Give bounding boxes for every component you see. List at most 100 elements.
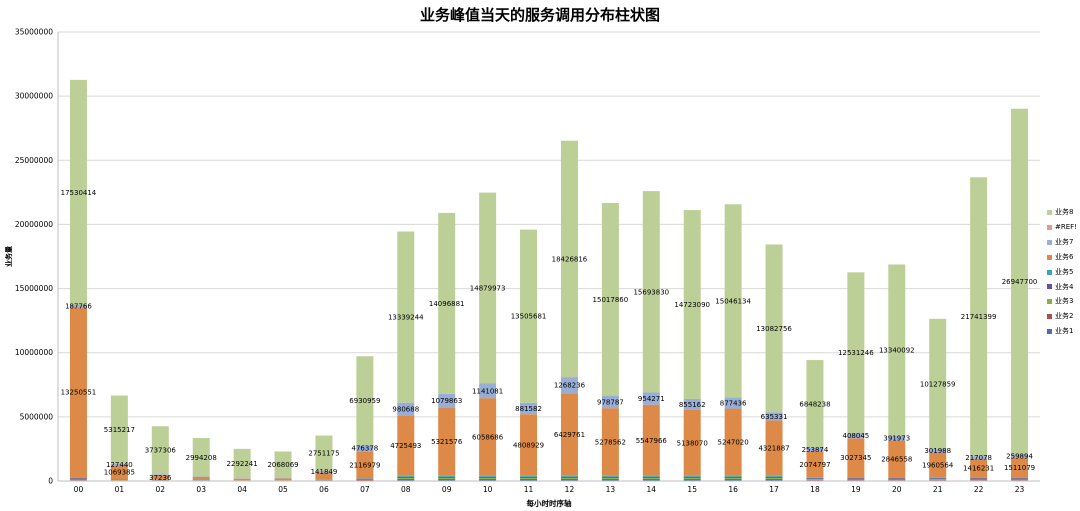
bar-segment [397, 476, 415, 478]
bar-segment [601, 475, 619, 477]
bar-segment [438, 407, 456, 476]
data-label: 37236 [149, 474, 172, 482]
bar-segment [601, 478, 619, 480]
data-label: 13082756 [756, 325, 792, 333]
legend-swatch [1047, 209, 1052, 215]
bar-segment [683, 210, 701, 399]
data-label: 18426816 [552, 255, 588, 263]
x-tick-label: 17 [769, 485, 779, 494]
y-tick-label: 25000000 [15, 156, 53, 165]
bar-segment [642, 476, 660, 478]
bar-segment [479, 398, 497, 476]
legend-item: 业务3 [1047, 294, 1077, 309]
bar-segment [642, 478, 660, 480]
bar-segment [724, 477, 742, 479]
bar-segment [724, 204, 742, 398]
data-label: 15046134 [715, 297, 751, 305]
bar-segment [806, 451, 824, 478]
legend-item: 业务2 [1047, 309, 1077, 324]
bar-segment [479, 476, 497, 478]
x-tick-label: 21 [933, 485, 943, 494]
legend: 业务8 #REF! 业务7 业务6 业务5 业务4 业务3 业务2 业务1 [1047, 205, 1077, 339]
bar-segment [560, 393, 578, 476]
data-label: 13340092 [879, 347, 915, 355]
legend-label: 业务5 [1055, 267, 1074, 276]
bar-segment [724, 476, 742, 478]
data-label: 5247020 [718, 439, 749, 447]
bar-segment [847, 433, 865, 439]
bar-segment [765, 478, 783, 480]
data-label: 6058686 [472, 434, 504, 442]
bar-segment [888, 478, 906, 480]
legend-item: 业务8 [1047, 205, 1077, 220]
data-label: 1141081 [472, 387, 503, 395]
x-tick-label: 19 [851, 485, 861, 494]
data-label: 1069385 [104, 469, 135, 477]
y-tick-label: 5000000 [20, 412, 54, 421]
data-label: 5547966 [636, 437, 668, 445]
x-tick-label: 10 [483, 485, 493, 494]
data-label: 17530414 [61, 189, 97, 197]
data-label: 3737306 [145, 447, 177, 455]
bar-segment [683, 476, 701, 478]
x-tick-label: 22 [974, 485, 984, 494]
bar-segment [560, 476, 578, 478]
bar-segment [970, 177, 988, 457]
bar-segment [765, 420, 783, 476]
bar-segment [888, 479, 906, 481]
bar-segment [520, 475, 538, 477]
bar-segment [683, 409, 701, 476]
data-label: 259894 [1006, 453, 1033, 461]
bar-segment [806, 479, 824, 480]
legend-label: #REF! [1055, 222, 1077, 231]
data-label: 877436 [720, 399, 747, 407]
bar-segment [397, 479, 415, 481]
x-tick-label: 15 [687, 485, 697, 494]
bar-segment [397, 475, 415, 477]
bar-segment [724, 408, 742, 476]
bar-segment [438, 475, 456, 477]
bar-segment [69, 307, 87, 478]
data-label: 635331 [761, 413, 788, 421]
bar-segment [929, 448, 947, 453]
bar-segment [479, 479, 497, 481]
bar-segment [438, 212, 456, 394]
data-label: 14723090 [674, 301, 710, 309]
x-tick-label: 11 [524, 485, 534, 494]
data-label: 1268236 [554, 382, 586, 390]
data-label: 2068069 [267, 461, 298, 469]
bar-segment [560, 477, 578, 479]
bar-segment [1011, 479, 1029, 481]
bar-segment [560, 479, 578, 481]
legend-label: 业务6 [1055, 252, 1074, 261]
bar-segment [69, 478, 87, 480]
bar-segment [683, 398, 701, 410]
y-tick-label: 10000000 [15, 348, 53, 357]
bar-segment [929, 478, 947, 480]
legend-swatch [1047, 254, 1052, 260]
data-label: 10127859 [920, 380, 956, 388]
bar-segment [765, 475, 783, 477]
bar-segment [438, 477, 456, 479]
data-label: 2751175 [308, 450, 339, 458]
bar-segment [520, 476, 538, 478]
bar-segment [110, 463, 128, 466]
bar-segment [1011, 108, 1029, 455]
x-tick-label: 05 [278, 485, 288, 494]
bar-segment [397, 231, 415, 403]
data-label: 13250551 [61, 389, 97, 397]
bar-segment [765, 244, 783, 413]
data-label: 408045 [843, 432, 870, 440]
bar-segment [806, 478, 824, 480]
bar-segment [683, 477, 701, 479]
data-label: 2116979 [349, 461, 380, 469]
bar-segment [847, 272, 865, 434]
bar-segment [929, 452, 947, 478]
bar-segment [356, 356, 374, 446]
bar-segment [970, 479, 988, 481]
bar-segment [970, 456, 988, 459]
axis-layer: 0 5000000 10000000 15000000 20000000 25000000… [4, 28, 1040, 508]
bar-segment [765, 479, 783, 481]
legend-label: 业务3 [1055, 297, 1074, 306]
